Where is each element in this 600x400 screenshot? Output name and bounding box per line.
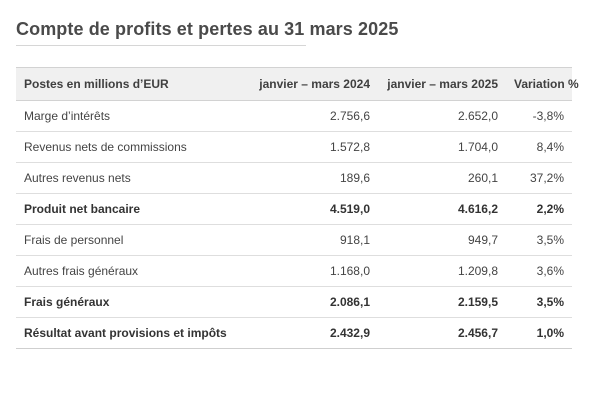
row-label: Marge d’intérêts [16, 100, 238, 132]
table-row: Autres revenus nets 189,6 260,1 37,2% [16, 162, 572, 194]
row-value-2025: 1.209,8 [378, 255, 506, 287]
row-change: 2,2% [506, 193, 572, 225]
row-change: 3,5% [506, 224, 572, 256]
table-row: Résultat avant provisions et impôts 2.432… [16, 317, 572, 349]
title-underline [16, 45, 306, 46]
row-label: Produit net bancaire [16, 193, 238, 225]
row-label: Résultat avant provisions et impôts [16, 317, 238, 349]
column-header-change: Variation % [506, 67, 579, 101]
row-label: Autres frais généraux [16, 255, 238, 287]
table-body: Marge d’intérêts 2.756,6 2.652,0 -3,8% Reven… [16, 100, 572, 349]
row-label: Frais généraux [16, 286, 238, 318]
table-row: Produit net bancaire 4.519,0 4.616,2 2,2% [16, 193, 572, 225]
table-header: Postes en millions d’EUR janvier – mars … [16, 67, 579, 101]
row-change: 8,4% [506, 131, 572, 163]
row-value-2024: 2.086,1 [238, 286, 378, 318]
row-value-2024: 2.756,6 [238, 100, 378, 132]
row-value-2024: 4.519,0 [238, 193, 378, 225]
column-header-items: Postes en millions d’EUR [16, 67, 238, 101]
header-row: Postes en millions d’EUR janvier – mars … [16, 67, 579, 101]
column-header-2024: janvier – mars 2024 [238, 67, 378, 101]
row-value-2024: 918,1 [238, 224, 378, 256]
row-change: -3,8% [506, 100, 572, 132]
profit-loss-table: Postes en millions d’EUR janvier – mars … [16, 67, 579, 349]
table-row: Frais de personnel 918,1 949,7 3,5% [16, 224, 572, 256]
column-header-2025: janvier – mars 2025 [378, 67, 506, 101]
table-row: Autres frais généraux 1.168,0 1.209,8 3,6% [16, 255, 572, 287]
row-value-2024: 2.432,9 [238, 317, 378, 349]
row-change: 37,2% [506, 162, 572, 194]
page-title: Compte de profits et pertes au 31 mars 2… [16, 19, 399, 39]
row-change: 3,5% [506, 286, 572, 318]
row-label: Frais de personnel [16, 224, 238, 256]
row-value-2025: 1.704,0 [378, 131, 506, 163]
row-value-2025: 260,1 [378, 162, 506, 194]
row-value-2024: 1.572,8 [238, 131, 378, 163]
row-value-2025: 2.652,0 [378, 100, 506, 132]
table-row: Marge d’intérêts 2.756,6 2.652,0 -3,8% [16, 100, 572, 132]
row-change: 1,0% [506, 317, 572, 349]
table-row: Revenus nets de commissions 1.572,8 1.704,… [16, 131, 572, 163]
row-value-2025: 4.616,2 [378, 193, 506, 225]
row-value-2024: 1.168,0 [238, 255, 378, 287]
row-value-2025: 2.159,5 [378, 286, 506, 318]
row-label: Autres revenus nets [16, 162, 238, 194]
row-label: Revenus nets de commissions [16, 131, 238, 163]
row-change: 3,6% [506, 255, 572, 287]
row-value-2025: 949,7 [378, 224, 506, 256]
table-row: Frais généraux 2.086,1 2.159,5 3,5% [16, 286, 572, 318]
row-value-2025: 2.456,7 [378, 317, 506, 349]
row-value-2024: 189,6 [238, 162, 378, 194]
